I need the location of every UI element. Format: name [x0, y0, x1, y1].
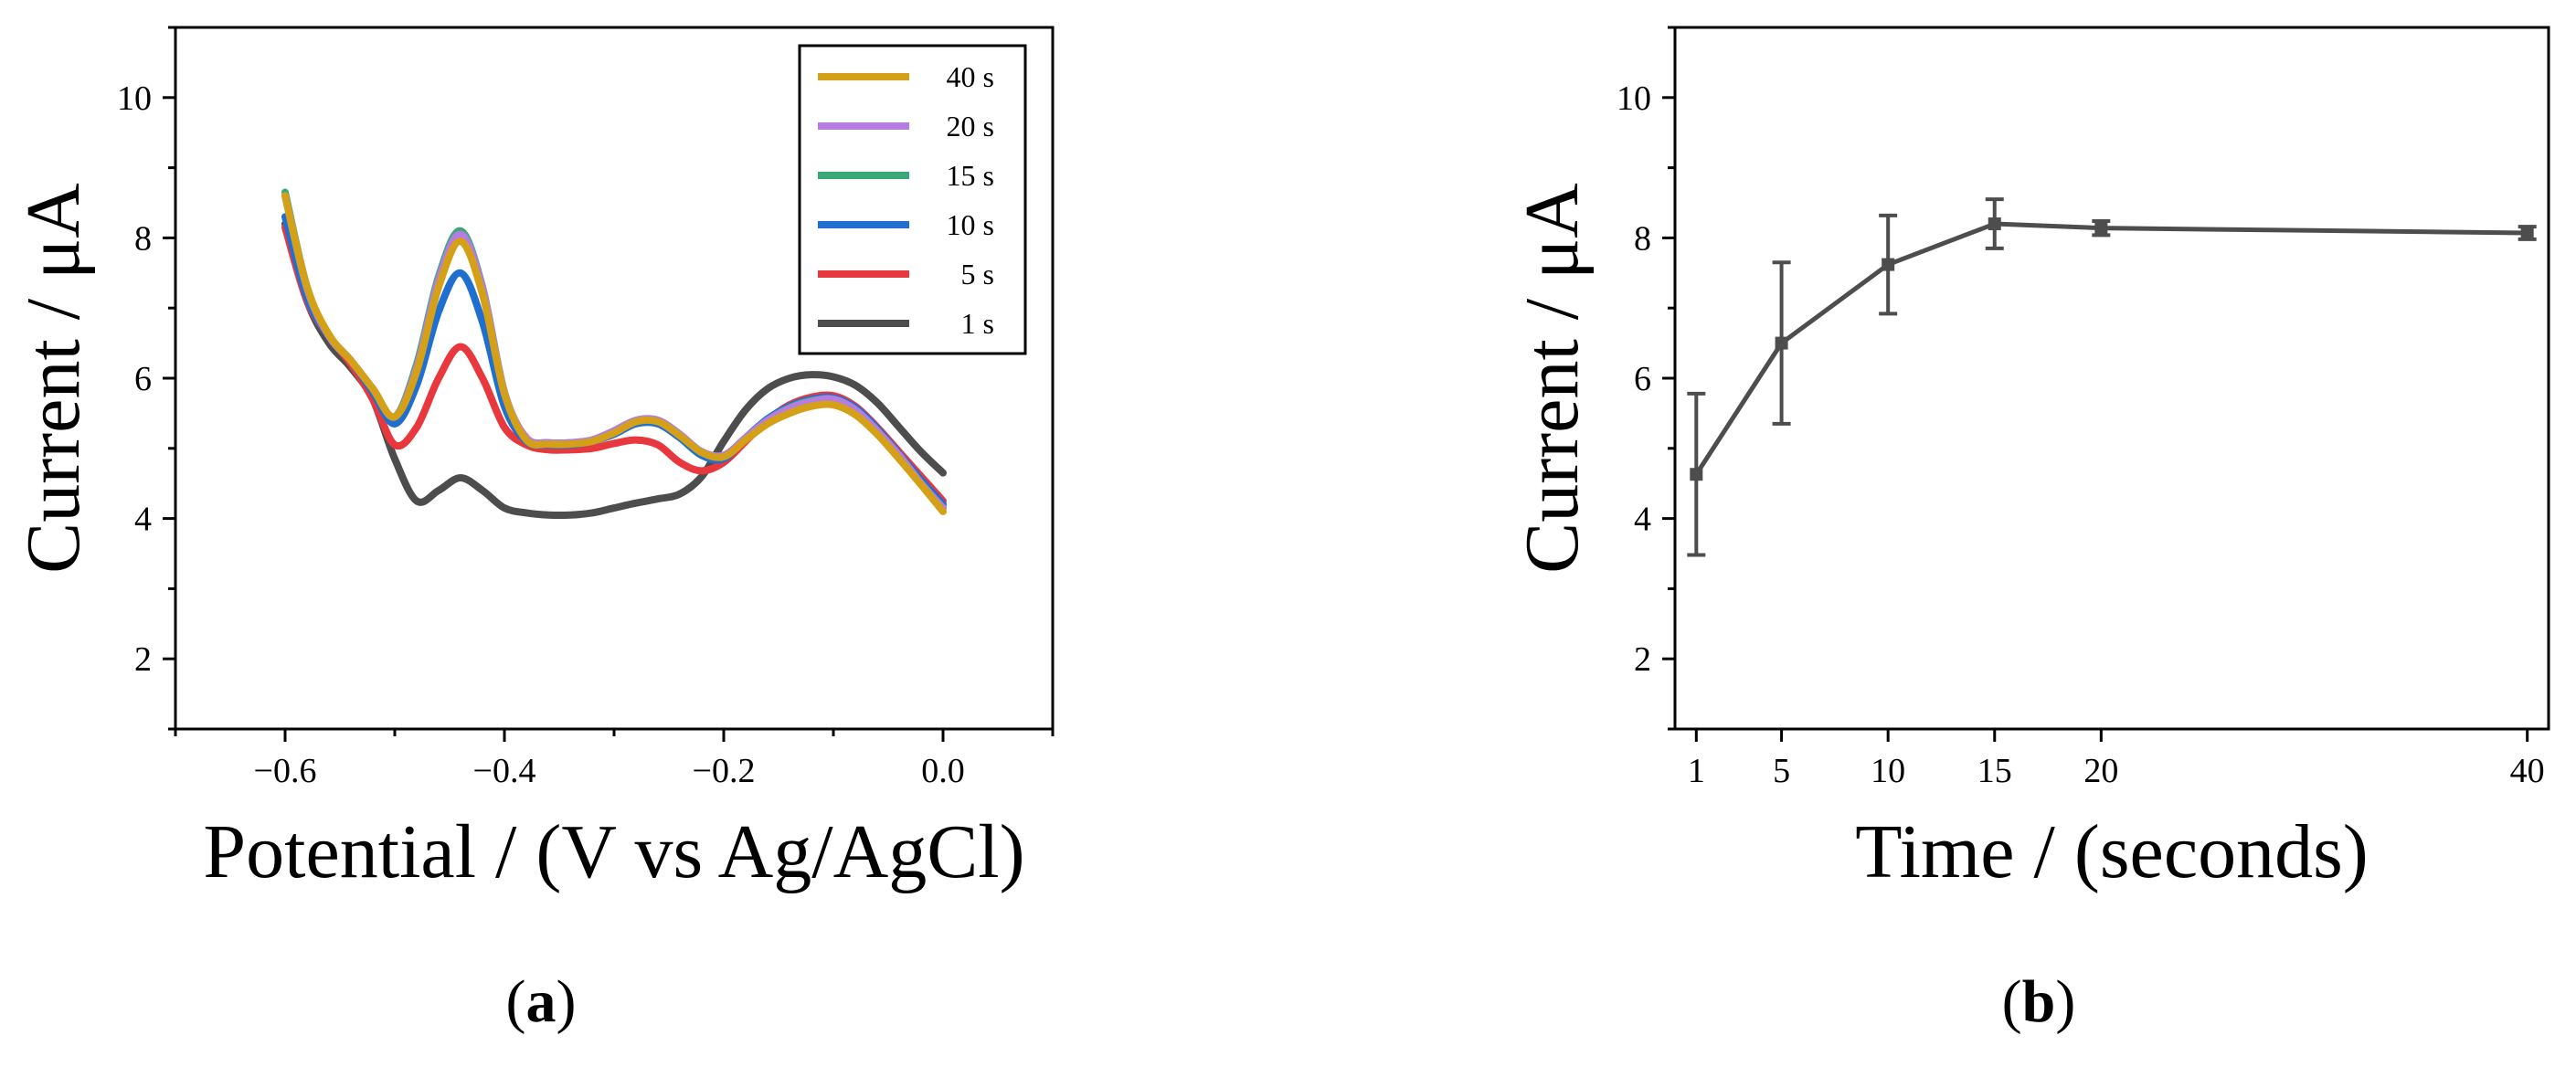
panel-b-xtick-label: 1	[1688, 752, 1705, 790]
panel-a-xtick-label: −0.6	[254, 752, 317, 790]
panel-a-ytick-label: 2	[134, 640, 152, 679]
panel-b-label: (b)	[2002, 968, 2076, 1035]
legend-label: 10 s	[947, 208, 994, 241]
panel-a-ticks: −0.6 −0.4 −0.2 0.0 2 4 6 8 10	[117, 26, 1055, 790]
panel-b-xtick-label: 15	[1977, 752, 2012, 790]
panel-b-ylabel: Current / μA	[1510, 183, 1595, 574]
panel-a-ytick-label: 8	[134, 219, 152, 258]
panel-a-legend: 40 s 20 s 15 s 10 s 5 s 1 s	[798, 44, 1027, 355]
panel-b-ytick-label: 8	[1634, 219, 1651, 258]
panel-b-ytick-label: 2	[1634, 640, 1651, 679]
data-point	[1775, 336, 1788, 350]
panel-a-label: (a)	[506, 968, 577, 1035]
data-point	[1882, 258, 1895, 271]
legend-label: 1 s	[961, 307, 994, 340]
panel-b-series-group	[1687, 197, 2537, 557]
panel-b-ytick-label: 10	[1617, 79, 1651, 118]
panel-a-xtick-label: −0.4	[473, 752, 536, 790]
series-line-1s	[281, 220, 947, 520]
data-point	[1690, 468, 1703, 481]
panel-b-ytick-label: 6	[1634, 360, 1651, 398]
panel-a-xtick-label: 0.0	[921, 752, 965, 790]
data-point	[2520, 227, 2534, 240]
panel-b-xtick-label: 40	[2510, 752, 2545, 790]
series-line-40s	[281, 192, 947, 515]
panel-a-ytick-label: 4	[134, 501, 152, 539]
panel-a-xtick-label: −0.2	[693, 752, 756, 790]
panel-b-plot-frame	[1673, 26, 2550, 731]
panel-b-xtick-label: 10	[1871, 752, 1905, 790]
legend-label: 5 s	[961, 258, 994, 291]
series-line-current	[1694, 221, 2528, 476]
legend-label: 15 s	[947, 159, 994, 192]
panel-b-xlabel: Time / (seconds)	[1855, 809, 2369, 894]
panel-a-series-group	[281, 188, 947, 520]
panel-a-ylabel: Current / μA	[11, 183, 96, 574]
data-point	[2094, 221, 2108, 235]
panel-a-ytick-label: 10	[117, 79, 152, 118]
panel-b-xtick-label: 5	[1773, 752, 1790, 790]
panel-a-ytick-label: 6	[134, 360, 152, 398]
legend-label: 40 s	[947, 60, 994, 93]
data-point	[1988, 217, 2001, 231]
legend-box	[798, 44, 1027, 355]
panel-b-ytick-label: 4	[1634, 501, 1651, 539]
legend-label: 20 s	[947, 110, 994, 143]
panel-a-xlabel: Potential / (V vs Ag/AgCl)	[203, 809, 1024, 894]
panel-b-xtick-label: 20	[2083, 752, 2118, 790]
panel-a-chart: −0.6 −0.4 −0.2 0.0 2 4 6 8 10 Potential / (V vs …	[11, 26, 1055, 1035]
